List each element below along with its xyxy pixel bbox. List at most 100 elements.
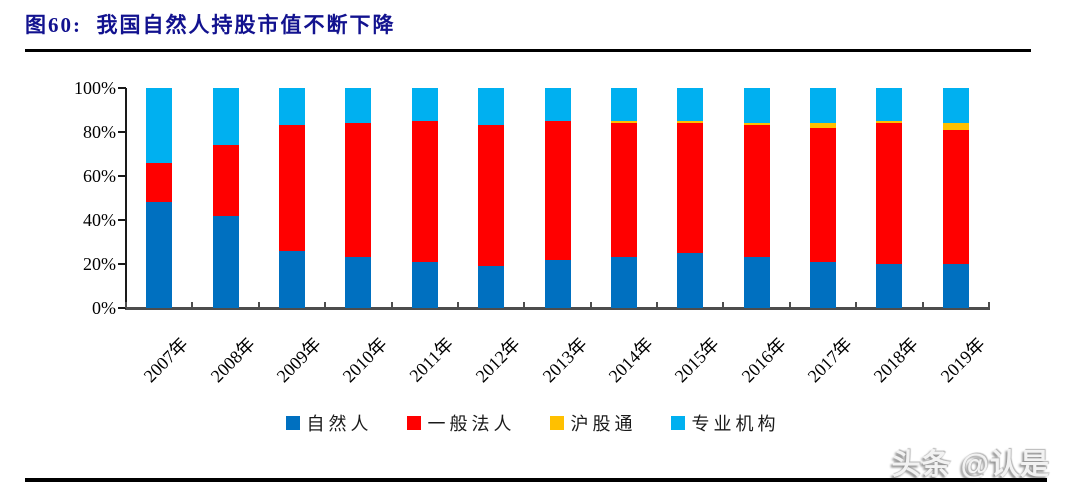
y-axis-label: 60% xyxy=(83,166,116,186)
bar-segment-2011年-专业机构 xyxy=(411,88,438,121)
legend-swatch xyxy=(549,416,564,430)
x-axis-label: 2012年 xyxy=(471,333,525,387)
legend-label: 一般法人 xyxy=(427,414,516,434)
x-axis-label: 2015年 xyxy=(670,333,724,387)
legend-label: 专业机构 xyxy=(691,414,780,434)
legend-swatch xyxy=(406,416,421,430)
legend-label: 沪股通 xyxy=(570,414,637,434)
x-axis-label: 2008年 xyxy=(206,333,259,387)
x-axis-label: 2011年 xyxy=(405,333,458,386)
x-axis-label: 2010年 xyxy=(339,333,392,387)
y-axis-label: 0% xyxy=(92,298,116,318)
bar-segment-2012年-专业机构 xyxy=(478,88,505,126)
bar-segment-2017年-自然人 xyxy=(810,261,837,308)
bottom-rule xyxy=(25,478,1047,482)
x-axis-label: 2016年 xyxy=(737,333,790,387)
bar-segment-2015年-自然人 xyxy=(677,253,704,308)
x-axis-label: 2009年 xyxy=(272,333,325,387)
bar-segment-2007年-专业机构 xyxy=(146,88,173,163)
x-axis-label: 2019年 xyxy=(936,333,989,387)
x-axis-tick xyxy=(855,302,858,308)
x-axis-tick xyxy=(125,302,127,308)
bar-segment-2011年-自然人 xyxy=(411,261,438,308)
y-axis-label: 20% xyxy=(83,254,116,274)
x-axis-tick xyxy=(257,302,260,308)
legend-swatch xyxy=(285,416,300,430)
bar-segment-2014年-自然人 xyxy=(610,257,637,308)
x-axis-label: 2013年 xyxy=(538,333,591,387)
bar-segment-2014年-专业机构 xyxy=(610,88,637,121)
x-axis-label: 2017年 xyxy=(803,333,857,387)
watermark: 头条 @认是 xyxy=(891,449,1050,481)
bar-segment-2013年-自然人 xyxy=(544,259,571,308)
x-axis-tick xyxy=(390,302,393,308)
y-axis-tick xyxy=(118,219,126,221)
legend-item-专业机构: 专业机构 xyxy=(670,410,780,436)
bar-segment-2016年-专业机构 xyxy=(743,88,770,124)
legend-label: 自然人 xyxy=(306,414,373,434)
bar-segment-2016年-沪股通 xyxy=(743,123,770,126)
chart-title: 图60: 我国自然人持股市值不断下降 xyxy=(25,13,396,37)
x-axis-tick xyxy=(656,302,659,308)
bar-segment-2008年-一般法人 xyxy=(212,145,239,216)
bar-segment-2018年-沪股通 xyxy=(876,121,903,124)
bar-segment-2015年-专业机构 xyxy=(677,88,704,121)
chart-legend: 自然人 一般法人 沪股通 专业机构 xyxy=(0,410,1065,436)
bar-segment-2007年-自然人 xyxy=(146,202,173,308)
y-axis-tick xyxy=(118,307,126,309)
bar-segment-2018年-自然人 xyxy=(876,264,903,308)
bar-segment-2015年-一般法人 xyxy=(677,123,704,253)
x-axis-line xyxy=(125,307,990,310)
bar-segment-2019年-沪股通 xyxy=(942,123,969,130)
y-axis-tick xyxy=(118,175,126,177)
bar-segment-2009年-自然人 xyxy=(278,250,305,308)
legend-item-沪股通: 沪股通 xyxy=(549,410,637,436)
x-axis-tick xyxy=(191,302,194,308)
bar-segment-2019年-一般法人 xyxy=(942,129,969,264)
bar-segment-2016年-自然人 xyxy=(743,257,770,308)
bar-segment-2017年-沪股通 xyxy=(810,123,837,128)
bar-segment-2013年-专业机构 xyxy=(544,88,571,121)
bar-segment-2017年-专业机构 xyxy=(810,88,837,124)
y-axis-label: 80% xyxy=(83,122,116,142)
bar-segment-2010年-自然人 xyxy=(345,257,372,308)
bar-segment-2013年-一般法人 xyxy=(544,121,571,260)
x-axis-label: 2014年 xyxy=(604,333,657,387)
bar-segment-2019年-专业机构 xyxy=(942,88,969,124)
bar-segment-2010年-专业机构 xyxy=(345,88,372,124)
bar-segment-2007年-一般法人 xyxy=(146,162,173,203)
y-axis-label: 40% xyxy=(83,210,116,230)
y-axis-line xyxy=(125,88,127,309)
bar-segment-2011年-一般法人 xyxy=(411,121,438,262)
bar-segment-2012年-自然人 xyxy=(478,266,505,308)
bar-segment-2014年-沪股通 xyxy=(610,121,637,124)
bar-segment-2014年-一般法人 xyxy=(610,123,637,258)
bar-segment-2010年-一般法人 xyxy=(345,123,372,258)
y-axis-tick xyxy=(118,131,126,133)
x-axis-tick xyxy=(523,302,526,308)
title-underline xyxy=(25,49,1031,52)
legend-swatch xyxy=(670,416,685,430)
bar-segment-2017年-一般法人 xyxy=(810,127,837,262)
bar-segment-2018年-专业机构 xyxy=(876,88,903,121)
bar-segment-2019年-自然人 xyxy=(942,264,969,308)
legend-item-一般法人: 一般法人 xyxy=(406,410,516,436)
x-axis-tick xyxy=(788,302,791,308)
y-axis-label: 100% xyxy=(74,78,116,98)
x-axis-tick xyxy=(589,302,592,308)
bar-segment-2016年-一般法人 xyxy=(743,125,770,258)
x-axis-label: 2018年 xyxy=(870,333,923,387)
x-axis-tick xyxy=(722,302,725,308)
bar-segment-2012年-一般法人 xyxy=(478,125,505,267)
legend-item-自然人: 自然人 xyxy=(285,410,373,436)
bar-segment-2015年-沪股通 xyxy=(677,121,704,124)
x-axis-tick xyxy=(988,302,990,308)
y-axis-tick xyxy=(118,87,126,89)
x-axis-tick xyxy=(921,302,924,308)
bar-segment-2009年-一般法人 xyxy=(278,125,305,251)
bar-segment-2018年-一般法人 xyxy=(876,123,903,264)
bar-segment-2008年-自然人 xyxy=(212,215,239,308)
bar-segment-2008年-专业机构 xyxy=(212,88,239,146)
